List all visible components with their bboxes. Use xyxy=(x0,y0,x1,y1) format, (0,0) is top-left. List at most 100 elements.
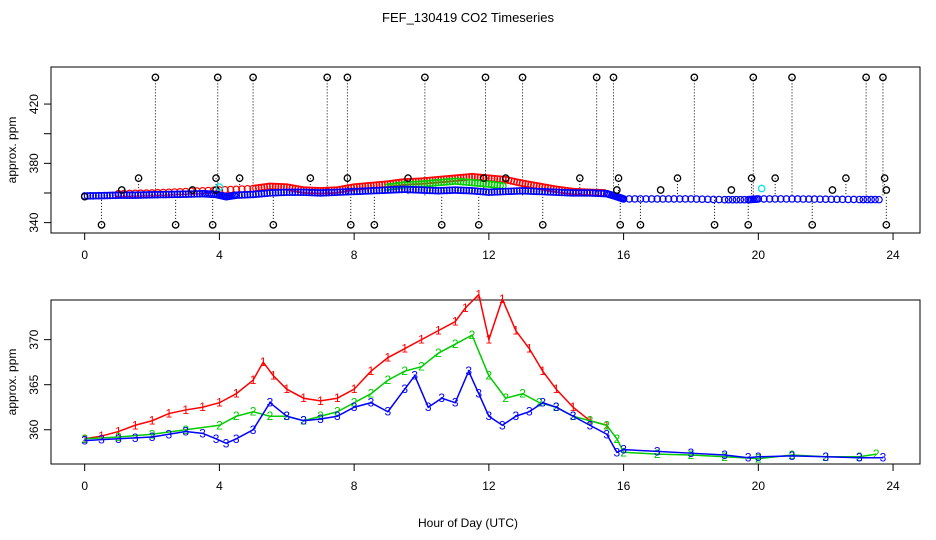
point-marker: 3 xyxy=(452,396,459,410)
data-point xyxy=(515,178,524,187)
x-tick-label: 20 xyxy=(752,479,766,493)
point-marker: 1 xyxy=(384,351,391,365)
series-line xyxy=(84,369,883,459)
x-tick-label: 12 xyxy=(482,248,496,262)
data-point xyxy=(369,186,378,195)
data-point xyxy=(566,189,575,197)
data-point xyxy=(122,191,131,200)
data-point xyxy=(442,178,451,186)
point-marker: 3 xyxy=(213,432,220,446)
point-marker: 3 xyxy=(223,436,230,450)
point-marker: 2 xyxy=(334,405,341,419)
data-point xyxy=(263,189,271,198)
y-tick-label: 365 xyxy=(27,374,41,394)
data-point xyxy=(367,186,375,195)
data-point xyxy=(271,188,280,197)
point-marker: 2 xyxy=(233,409,240,423)
data-point xyxy=(431,186,440,195)
data-point xyxy=(358,187,367,195)
point-marker: 1 xyxy=(475,288,482,302)
data-point xyxy=(616,220,625,229)
data-point xyxy=(355,187,364,196)
data-point xyxy=(747,174,756,183)
data-point xyxy=(92,191,100,200)
point-marker: 3 xyxy=(499,418,506,432)
data-point xyxy=(549,188,558,196)
data-point xyxy=(828,186,837,194)
data-point xyxy=(736,195,745,204)
data-point xyxy=(212,174,220,183)
data-point xyxy=(485,188,493,197)
data-point xyxy=(515,187,524,195)
data-point xyxy=(440,178,448,186)
data-point xyxy=(235,174,244,183)
point-marker: 3 xyxy=(856,451,863,465)
x-tick-label: 24 xyxy=(886,248,900,262)
point-marker: 3 xyxy=(401,382,408,396)
data-point xyxy=(575,174,584,183)
data-point xyxy=(882,220,891,229)
data-point xyxy=(749,73,758,82)
data-point xyxy=(420,186,429,194)
data-point xyxy=(431,179,440,187)
point-marker: 3 xyxy=(384,405,391,419)
data-point xyxy=(875,195,883,204)
point-marker: 3 xyxy=(620,443,627,457)
data-point xyxy=(103,191,111,200)
x-axis-label: Hour of Day (UTC) xyxy=(418,516,518,530)
data-point xyxy=(541,187,549,196)
data-point xyxy=(481,73,490,82)
data-point xyxy=(574,189,583,197)
data-point xyxy=(524,187,532,195)
point-marker: 3 xyxy=(721,448,728,462)
data-point xyxy=(156,190,165,199)
data-point xyxy=(128,191,137,200)
point-marker: 1 xyxy=(512,324,519,338)
point-marker: 1 xyxy=(98,429,105,443)
data-point xyxy=(167,190,176,199)
data-point xyxy=(235,191,243,199)
point-marker: 2 xyxy=(536,396,543,410)
data-point xyxy=(459,186,468,195)
data-point xyxy=(364,187,372,195)
point-marker: 1 xyxy=(250,373,257,387)
data-point xyxy=(788,195,796,203)
point-marker: 3 xyxy=(283,409,290,423)
data-point xyxy=(518,186,527,195)
data-point xyxy=(867,195,875,204)
point-marker: 2 xyxy=(368,387,375,401)
point-marker: 3 xyxy=(603,427,610,441)
data-point xyxy=(151,73,160,82)
x-tick-label: 12 xyxy=(482,479,496,493)
point-marker: 2 xyxy=(789,448,796,462)
point-marker: 1 xyxy=(283,382,290,396)
point-marker: 3 xyxy=(233,432,240,446)
data-point xyxy=(476,179,485,188)
data-point xyxy=(176,190,184,199)
point-marker: 2 xyxy=(250,405,257,419)
data-point xyxy=(145,191,154,199)
data-point xyxy=(246,190,255,199)
data-point xyxy=(842,174,850,183)
data-point xyxy=(462,178,471,186)
data-point xyxy=(619,195,628,203)
data-point xyxy=(465,178,474,187)
point-marker: 2 xyxy=(614,432,621,446)
data-point xyxy=(816,195,824,203)
data-point xyxy=(518,73,527,82)
data-point xyxy=(215,183,224,191)
data-point xyxy=(111,191,120,200)
data-point xyxy=(395,185,403,194)
data-point xyxy=(788,73,796,82)
data-point xyxy=(656,186,665,194)
data-point xyxy=(445,186,454,195)
data-point xyxy=(208,220,217,229)
data-point xyxy=(282,188,291,197)
data-point xyxy=(529,187,538,196)
data-point xyxy=(269,220,278,229)
data-point xyxy=(323,73,332,82)
data-point xyxy=(690,73,699,82)
data-point xyxy=(346,220,355,229)
point-marker: 2 xyxy=(216,418,223,432)
